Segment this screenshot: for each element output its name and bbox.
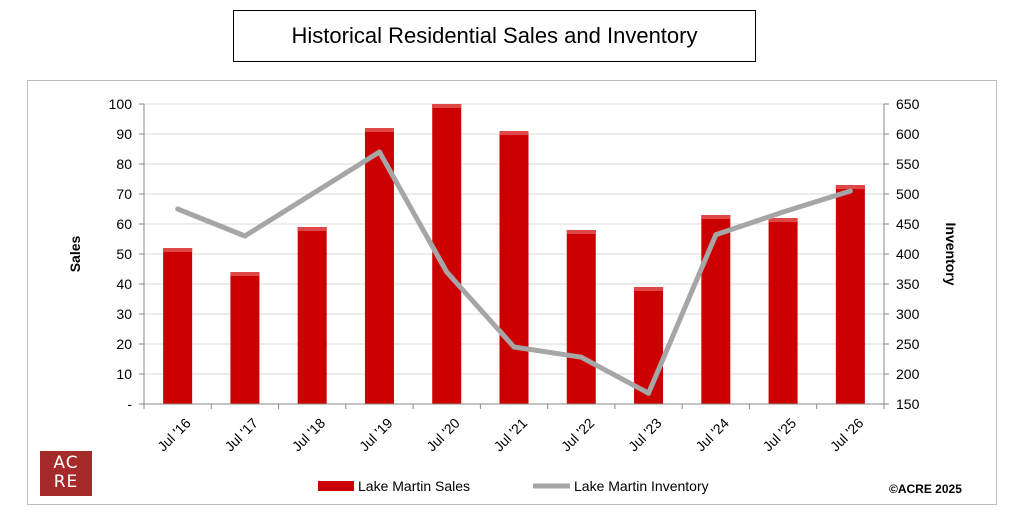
sales-bar — [768, 218, 798, 404]
axes — [139, 103, 889, 409]
inventory-point — [511, 344, 517, 350]
sales-bar-highlight — [768, 218, 798, 222]
sales-bar-highlight — [634, 287, 664, 291]
inventory-point — [175, 206, 181, 212]
x-tick-label: Jul '26 — [827, 415, 867, 455]
y2-tick-label: 200 — [896, 366, 920, 382]
y2-tick-label: 500 — [896, 186, 920, 202]
sales-bar-highlight — [432, 104, 462, 108]
y2-tick-label: 300 — [896, 306, 920, 322]
copyright-text: ©ACRE 2025 — [889, 482, 962, 496]
x-tick-label: Jul '23 — [625, 415, 665, 455]
sales-bar — [835, 185, 865, 404]
sales-bar — [701, 215, 731, 404]
sales-bar-highlight — [701, 215, 731, 219]
chart-frame — [27, 80, 997, 505]
legend-sales-swatch — [318, 481, 354, 491]
y-tick-label: 80 — [116, 156, 132, 172]
sales-bar — [499, 131, 529, 404]
x-tick-label: Jul '25 — [760, 415, 800, 455]
x-tick-label: Jul '21 — [491, 415, 531, 455]
y2-tick-label: 650 — [896, 96, 920, 112]
y2-tick-label: 400 — [896, 246, 920, 262]
y-tick-label: 50 — [116, 246, 132, 262]
y-axis-title: Sales — [67, 235, 83, 272]
sales-bar-highlight — [230, 272, 260, 276]
y-tick-label: - — [127, 396, 132, 412]
left-axis-labels: - 10 20 30 40 50 60 70 80 90 100 — [109, 96, 133, 412]
sales-bar — [230, 272, 260, 404]
y-tick-label: 70 — [116, 186, 132, 202]
x-axis-labels: Jul '16 Jul '17 Jul '18 Jul '19 Jul '20 Jul '… — [154, 415, 866, 455]
y2-tick-label: 550 — [896, 156, 920, 172]
logo-line-1: AC — [53, 453, 79, 473]
inventory-point — [242, 233, 248, 239]
sales-bar-highlight — [566, 230, 596, 234]
x-tick-label: Jul '16 — [154, 415, 194, 455]
acre-logo: AC RE — [40, 451, 92, 496]
sales-bar-highlight — [835, 185, 865, 189]
x-tick-label: Jul '20 — [423, 415, 463, 455]
y2-tick-label: 600 — [896, 126, 920, 142]
sales-bar — [163, 248, 193, 404]
sales-bar-highlight — [499, 131, 529, 135]
x-tick-label: Jul '22 — [558, 415, 598, 455]
inventory-point — [444, 269, 450, 275]
y2-tick-label: 150 — [896, 396, 920, 412]
x-tick-label: Jul '17 — [221, 415, 261, 455]
sales-bars — [163, 104, 865, 404]
legend-inventory-label: Lake Martin Inventory — [574, 478, 709, 494]
x-tick-label: Jul '18 — [289, 415, 329, 455]
sales-bar — [566, 230, 596, 404]
inventory-point — [578, 354, 584, 360]
y-tick-label: 30 — [116, 306, 132, 322]
y2-tick-label: 450 — [896, 216, 920, 232]
logo-line-2: RE — [53, 472, 79, 492]
x-tick-label: Jul '19 — [356, 415, 396, 455]
y2-tick-label: 350 — [896, 276, 920, 292]
inventory-point — [376, 149, 382, 155]
sales-bar — [634, 287, 664, 404]
y2-axis-title: Inventory — [943, 222, 959, 285]
inventory-point — [847, 188, 853, 194]
legend-sales-label: Lake Martin Sales — [358, 478, 470, 494]
y-tick-label: 90 — [116, 126, 132, 142]
inventory-point — [646, 390, 652, 396]
legend: Lake Martin Sales Lake Martin Inventory — [318, 478, 709, 494]
sales-bar-highlight — [364, 128, 394, 132]
y-tick-label: 40 — [116, 276, 132, 292]
sales-bar-highlight — [163, 248, 193, 252]
sales-bar-highlight — [297, 227, 327, 231]
y-tick-label: 20 — [116, 336, 132, 352]
inventory-line-group — [175, 149, 853, 396]
y-tick-label: 60 — [116, 216, 132, 232]
inventory-point — [780, 209, 786, 215]
y-tick-label: 10 — [116, 366, 132, 382]
right-axis-labels: 150 200 250 300 350 400 450 500 550 600 650 — [896, 96, 920, 412]
inventory-point — [713, 232, 719, 238]
y2-tick-label: 250 — [896, 336, 920, 352]
chart-title: Historical Residential Sales and Invento… — [233, 10, 756, 62]
inventory-point — [309, 191, 315, 197]
x-tick-label: Jul '24 — [692, 415, 732, 455]
y-tick-label: 100 — [109, 96, 133, 112]
sales-bar — [297, 227, 327, 404]
